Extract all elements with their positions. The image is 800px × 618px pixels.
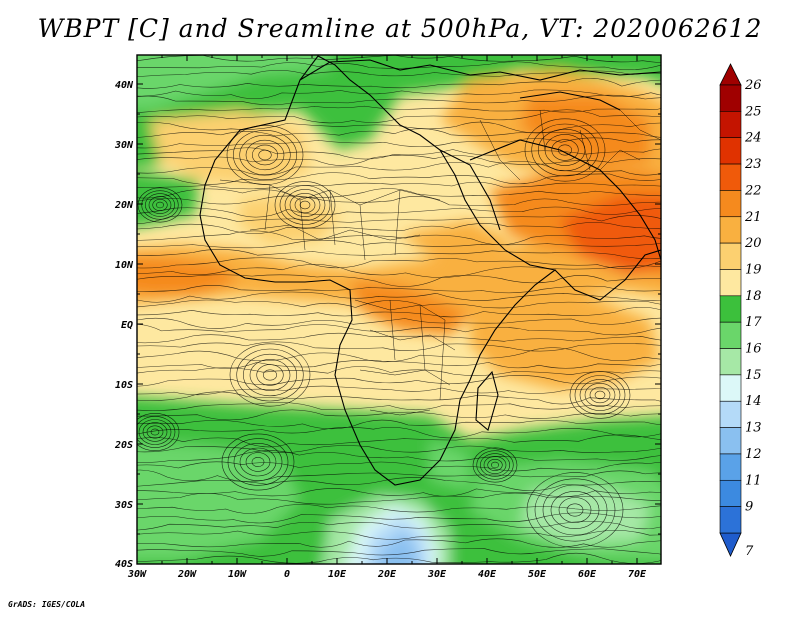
- colorbar-segment: [719, 400, 742, 428]
- colorbar-segment: [719, 506, 742, 534]
- colorbar-segment: [719, 479, 742, 507]
- colorbar-segment: [719, 348, 742, 376]
- country-borders: [219, 109, 661, 416]
- colorbar-label: 25: [744, 104, 762, 119]
- vortex-circulations: [137, 118, 631, 548]
- lat-label-eq: EQ: [121, 320, 133, 331]
- colorbar-segment: [719, 111, 742, 138]
- colorbar-segment: [719, 453, 742, 481]
- colorbar-label: 14: [745, 394, 762, 409]
- lat-label-20s: 20S: [114, 440, 133, 451]
- lon-label-10e: 10E: [328, 569, 347, 580]
- colorbar-label: 12: [745, 447, 762, 462]
- colorbar-segment: [719, 321, 742, 349]
- map-plot-area: [137, 55, 661, 564]
- grads-credit: GrADS: IGES/COLA: [8, 600, 86, 609]
- lon-label-70e: 70E: [628, 569, 647, 580]
- colorbar-segment: [719, 163, 742, 191]
- lat-label-10n: 10N: [115, 260, 134, 271]
- colorbar-segment: [719, 295, 742, 323]
- lon-label-20e: 20E: [377, 569, 397, 580]
- colorbar-segment: [719, 216, 742, 244]
- colorbar-segment: [719, 242, 742, 270]
- axis-ticks: [136, 55, 661, 565]
- lon-label-10w: 10W: [228, 569, 247, 580]
- colorbar-segment: [719, 269, 742, 297]
- colorbar: 26 25 24 23 22 21 20 19 18 17 16 15 14 13 12 11 9 7: [719, 63, 762, 559]
- colorbar-segment: [719, 84, 742, 112]
- colorbar-label: 11: [745, 473, 762, 488]
- colorbar-label: 23: [744, 157, 762, 172]
- lon-label-30w: 30W: [127, 569, 147, 580]
- colorbar-label: 22: [744, 183, 762, 198]
- colorbar-label: 26: [744, 78, 762, 93]
- streamlines: [137, 55, 661, 564]
- colorbar-label: 9: [745, 500, 753, 515]
- colorbar-segment: [719, 374, 742, 402]
- colorbar-max-arrow: [719, 63, 742, 86]
- colorbar-label: 16: [745, 342, 762, 357]
- map-title: WBPT [C] and Sreamline at 500hPa, VT: 20…: [37, 14, 763, 43]
- lat-label-10s: 10S: [115, 380, 133, 391]
- temperature-field: [137, 55, 661, 564]
- lat-label-30s: 30S: [114, 500, 133, 511]
- lon-label-60e: 60E: [578, 569, 597, 580]
- lat-label-40n: 40N: [115, 80, 134, 91]
- colorbar-min-arrow: [719, 532, 742, 557]
- colorbar-label: 21: [744, 210, 762, 225]
- lon-label-30e: 30E: [427, 569, 447, 580]
- colorbar-label: 24: [744, 131, 762, 146]
- lon-label-50e: 50E: [528, 569, 547, 580]
- lat-label-30n: 30N: [114, 140, 134, 151]
- lon-label-40e: 40E: [478, 569, 497, 580]
- colorbar-label: 7: [745, 544, 754, 559]
- colorbar-label: 15: [745, 368, 762, 383]
- lon-label-20w: 20W: [177, 569, 197, 580]
- colorbar-label: 20: [744, 236, 762, 251]
- colorbar-segment: [719, 427, 742, 455]
- lon-label-0: 0: [284, 569, 290, 580]
- colorbar-segment: [719, 137, 742, 165]
- lat-label-20n: 20N: [114, 200, 134, 211]
- colorbar-segment: [719, 190, 742, 218]
- colorbar-label: 19: [745, 263, 762, 278]
- map-frame: [136, 54, 662, 565]
- colorbar-label: 13: [745, 421, 762, 436]
- coastlines: [199, 55, 661, 486]
- colorbar-label: 17: [745, 315, 762, 330]
- colorbar-label: 18: [745, 289, 762, 304]
- lat-label-40s: 40S: [115, 559, 133, 570]
